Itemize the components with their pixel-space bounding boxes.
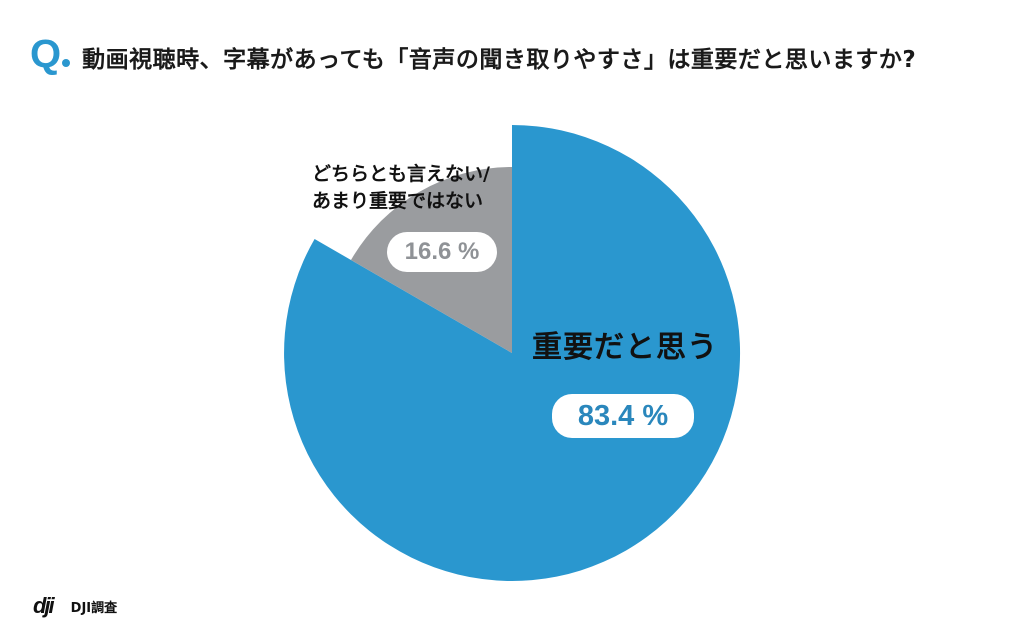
- neutral-label-line2: あまり重要ではない: [312, 190, 484, 212]
- question-text: 動画視聴時、字幕があっても「音声の聞き取りやすさ」は重要だと思いますか?: [82, 47, 917, 73]
- neutral-value-badge: 16.6 %: [387, 232, 497, 272]
- question-mark-label: Q: [30, 32, 61, 76]
- neutral-label: どちらとも言えない/ あまり重要ではない: [312, 161, 490, 215]
- source-text: DJI調査: [70, 600, 118, 616]
- pie-slice-important: [284, 124, 741, 581]
- source-footer: dji DJI調査: [33, 593, 117, 619]
- neutral-label-line1: どちらとも言えない/: [312, 163, 490, 185]
- important-label: 重要だと思う: [532, 330, 718, 365]
- dji-logo-icon: dji: [33, 593, 55, 618]
- important-value-badge: 83.4 %: [552, 394, 694, 438]
- question-dot-icon: [62, 59, 71, 67]
- chart-title: Q 動画視聴時、字幕があっても「音声の聞き取りやすさ」は重要だと思いますか?: [30, 32, 916, 77]
